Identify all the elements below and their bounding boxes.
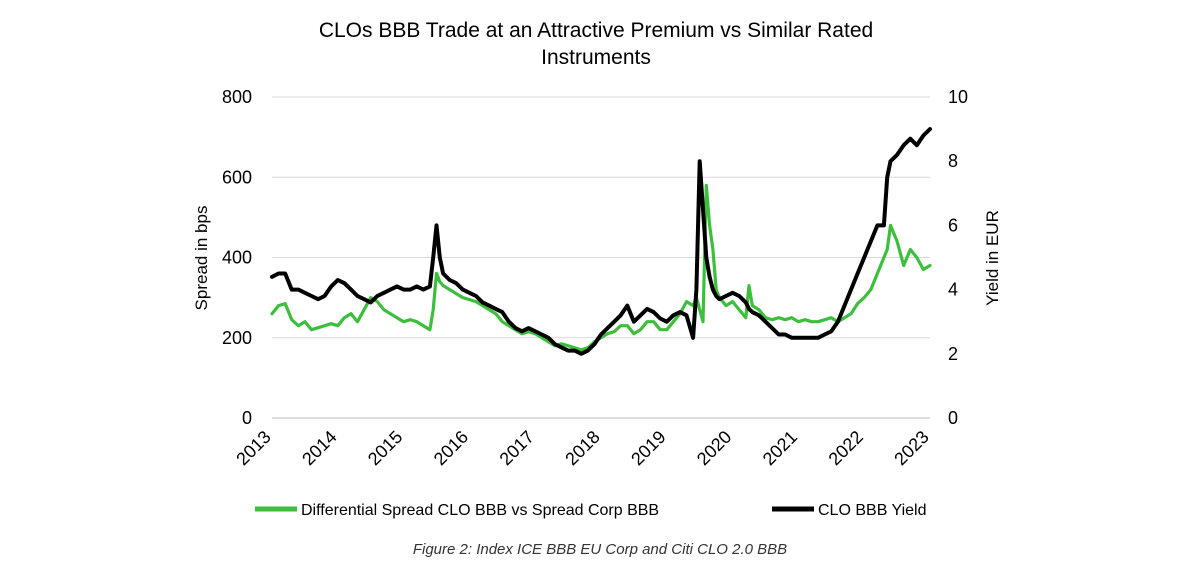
left-y-axis: 0 200 400 600 800 <box>222 87 252 428</box>
series-line-differential-spread <box>270 183 932 352</box>
x-tick-label: 2017 <box>496 427 538 469</box>
y-tick-label: 600 <box>222 167 252 187</box>
chart: CLOs BBB Trade at an Attractive Premium … <box>192 19 1002 519</box>
x-tick-label: 2023 <box>890 427 932 469</box>
chart-title-line-1: CLOs BBB Trade at an Attractive Premium … <box>319 19 873 42</box>
y2-tick-label: 2 <box>948 344 958 364</box>
legend: Differential Spread CLO BBB vs Spread Co… <box>255 502 927 519</box>
plot-area <box>270 127 932 356</box>
x-tick-label: 2019 <box>627 427 669 469</box>
y2-tick-label: 0 <box>948 408 958 428</box>
y2-tick-label: 10 <box>948 87 968 107</box>
y2-axis-title: Yield in EUR <box>983 210 1002 306</box>
chart-title-line-2: Instruments <box>541 46 651 69</box>
y2-tick-label: 8 <box>948 151 958 171</box>
figure-caption: Figure 2: Index ICE BBB EU Corp and Citi… <box>412 541 788 558</box>
x-tick-label: 2021 <box>759 427 801 469</box>
y-axis-title: Spread in bps <box>192 206 211 311</box>
gridlines <box>272 96 930 419</box>
x-tick-label: 2016 <box>430 427 472 469</box>
y-tick-label: 800 <box>222 87 252 107</box>
y-tick-label: 200 <box>222 328 252 348</box>
y2-tick-label: 6 <box>948 215 958 235</box>
x-tick-label: 2014 <box>298 427 340 469</box>
legend-label-yield: CLO BBB Yield <box>818 502 927 519</box>
legend-label-spread: Differential Spread CLO BBB vs Spread Co… <box>301 502 659 519</box>
x-tick-label: 2018 <box>561 427 603 469</box>
right-y-axis: 0 2 4 6 8 10 <box>948 87 968 428</box>
y2-tick-label: 4 <box>948 280 958 300</box>
x-tick-label: 2015 <box>364 427 406 469</box>
x-tick-label: 2022 <box>825 427 867 469</box>
x-axis: 2013 2014 2015 2016 2017 2018 2019 2020 2021 2022… <box>232 427 932 469</box>
x-tick-label: 2013 <box>232 427 274 469</box>
y-tick-label: 0 <box>242 408 252 428</box>
x-tick-label: 2020 <box>693 427 735 469</box>
y-tick-label: 400 <box>222 248 252 268</box>
series-line-clo-bbb-yield <box>270 127 932 356</box>
